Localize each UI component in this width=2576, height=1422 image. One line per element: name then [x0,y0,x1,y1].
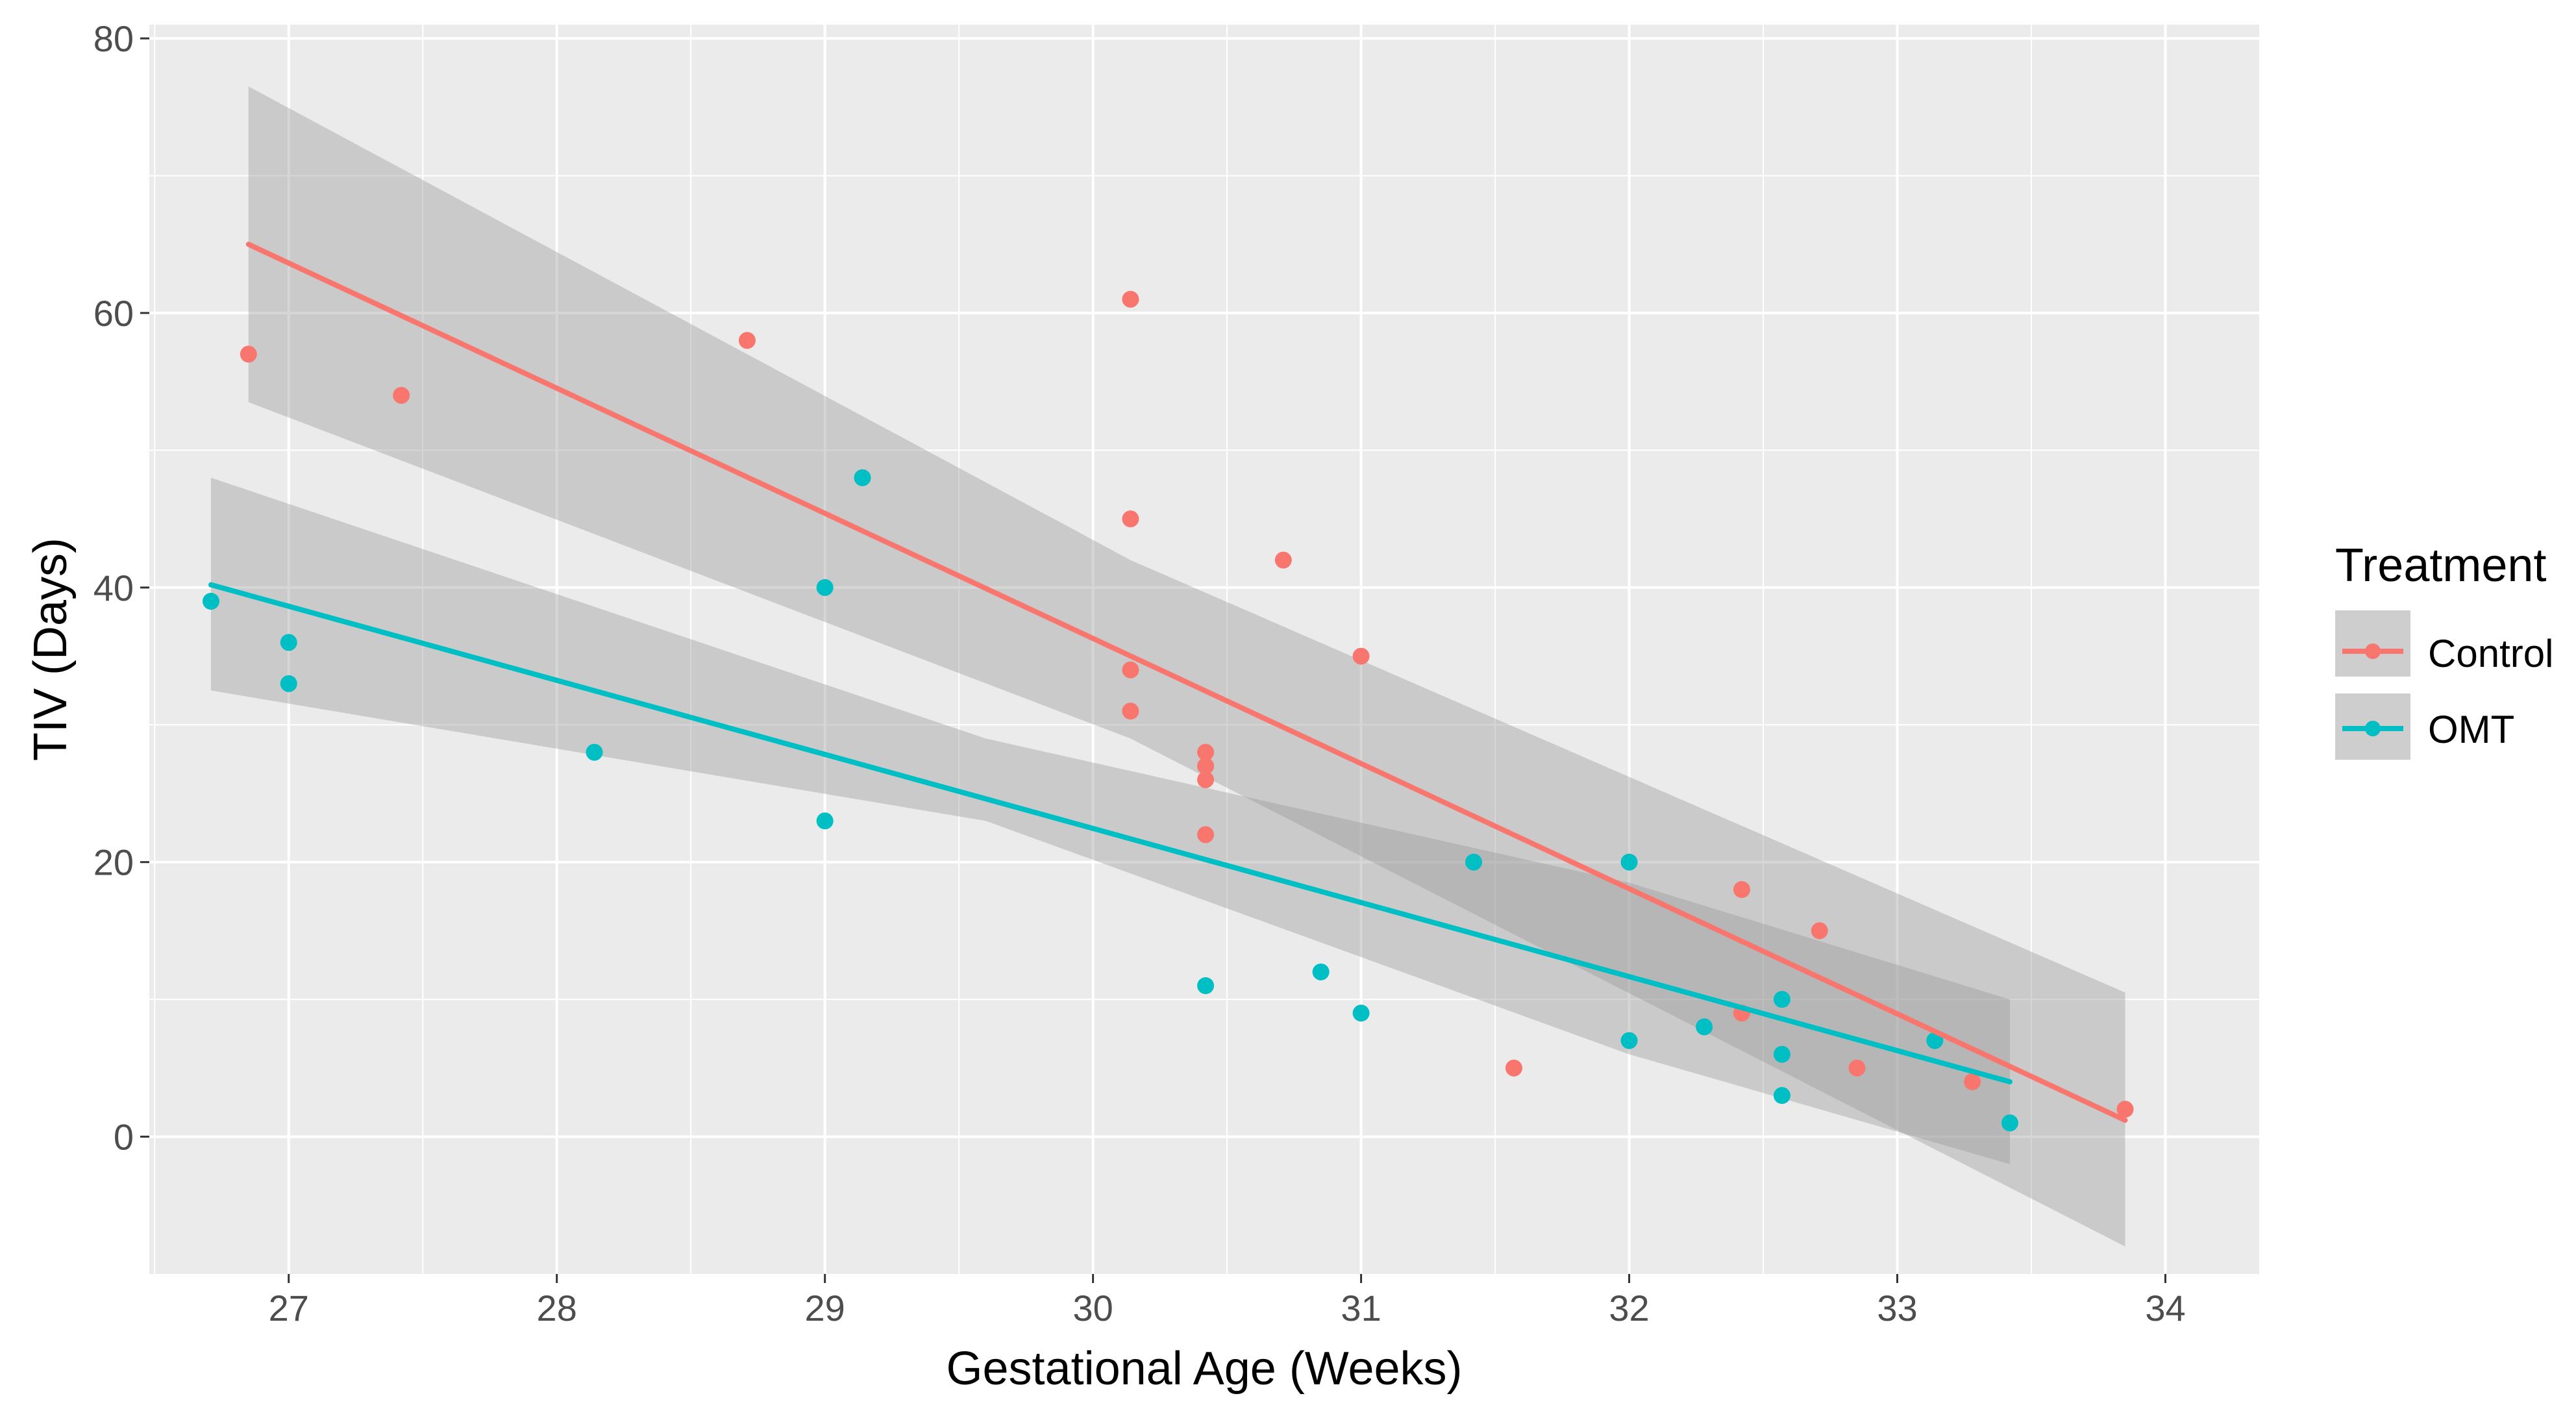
x-tick-label: 29 [805,1288,845,1328]
data-point-control [1197,743,1215,761]
data-point-omt [1620,1032,1638,1049]
confidence-ribbon-omt [210,477,2010,1164]
data-point-omt [1773,991,1790,1008]
data-point-omt [1773,1045,1790,1063]
data-point-control [1122,290,1139,308]
y-axis-title: TIV (Days) [25,538,77,761]
legend-item-control: Control [2335,610,2553,677]
plot-panel [149,25,2259,1274]
x-tick-label: 33 [1877,1288,1917,1328]
legend-label-control: Control [2428,632,2553,675]
data-point-control [1197,771,1215,788]
data-point-control [393,386,410,404]
data-point-omt [280,675,297,692]
regression-line-control [245,242,2128,1123]
data-point-omt [1197,977,1215,994]
data-point-control [1197,826,1215,843]
data-point-control [1964,1073,1981,1090]
confidence-ribbon-control [248,86,2125,1247]
x-tick-label: 27 [269,1288,309,1328]
data-point-control [1122,661,1139,679]
legend-item-omt: OMT [2335,693,2514,760]
data-point-omt [202,593,219,610]
x-tick-label: 28 [537,1288,577,1328]
y-tick-label: 80 [93,18,134,59]
data-point-control [1197,757,1215,775]
legend-title: Treatment [2335,540,2546,592]
data-point-control [240,345,257,363]
x-tick-labels: 27 28 29 30 31 32 33 34 [269,1288,2186,1328]
data-point-control [1274,551,1292,569]
legend-label-omt: OMT [2428,708,2514,751]
data-point-control [738,332,756,349]
axes [140,37,2166,1283]
confidence-ribbons [210,86,2125,1247]
y-tick-label: 60 [93,293,134,334]
data-point-control [1352,647,1370,665]
data-point-control [1733,881,1750,898]
data-point-omt [816,812,834,830]
y-tick-label: 20 [93,842,134,883]
data-point-control [1505,1059,1522,1077]
legend: Treatment Control OMT [2335,540,2553,760]
data-point-omt [2001,1114,2018,1132]
regression-line-omt [208,582,2012,1084]
x-axis-title: Gestational Age (Weeks) [946,1343,1462,1395]
regression-lines [208,242,2128,1123]
data-point-omt [586,743,603,761]
x-tick-label: 32 [1609,1288,1649,1328]
data-point-omt [1926,1032,1944,1049]
data-point-omt [1352,1004,1370,1022]
data-point-omt [1696,1018,1713,1036]
data-point-omt [1620,853,1638,871]
data-point-omt [816,579,834,596]
data-points [202,290,2134,1132]
data-point-control [1122,703,1139,720]
data-point-control [1811,922,1828,940]
x-tick-label: 31 [1341,1288,1381,1328]
y-tick-label: 0 [114,1117,134,1158]
data-point-omt [280,634,297,651]
data-point-omt [1465,853,1483,871]
y-tick-labels: 0 20 40 60 80 [93,18,134,1157]
major-gridlines [149,25,2259,1274]
data-point-omt [854,469,871,486]
data-point-omt [1773,1087,1790,1104]
y-tick-label: 40 [93,568,134,608]
minor-gridlines [149,25,2259,1274]
x-tick-label: 30 [1072,1288,1113,1328]
legend-key-omt-point [2365,721,2381,736]
x-tick-label: 34 [2145,1288,2185,1328]
data-point-control [1122,510,1139,528]
legend-key-control-point [2365,643,2381,659]
data-point-control [2116,1101,2134,1118]
data-point-control [1848,1059,1866,1077]
data-point-omt [1312,963,1330,980]
